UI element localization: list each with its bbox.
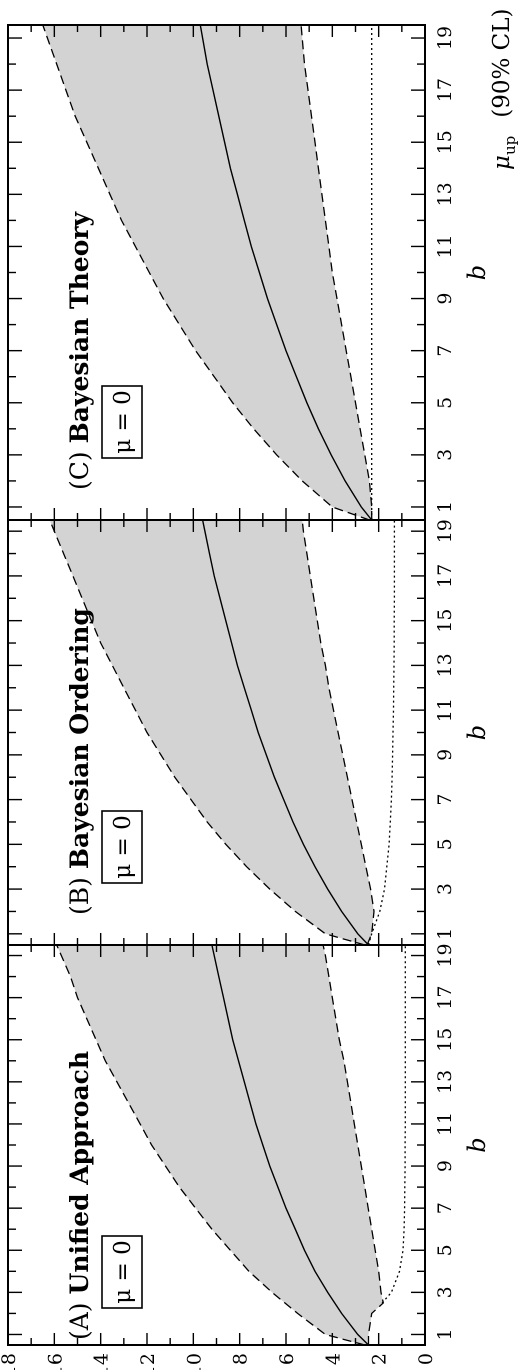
x-axis-title: b — [463, 1137, 491, 1152]
x-tick-label: 17 — [434, 564, 456, 588]
y-axis-label-text: μup(90% CL) — [489, 9, 518, 170]
x-tick-label: 1 — [434, 501, 456, 513]
x-tick-label: 13 — [434, 1070, 456, 1094]
svg-text:μ = 0: μ = 0 — [110, 1240, 136, 1303]
x-tick-label: 7 — [434, 345, 456, 357]
svg-text:μ = 0: μ = 0 — [110, 390, 136, 453]
y-tick-label: 6 — [276, 1353, 298, 1365]
x-axis-title: b — [463, 725, 491, 740]
band-upper-edge — [49, 519, 365, 946]
y-tick-label: 12 — [137, 1353, 159, 1370]
x-tick-label: 11 — [434, 698, 456, 722]
x-tick-label: 15 — [434, 130, 456, 154]
series-solid-line — [199, 24, 373, 521]
x-tick-label: 15 — [434, 609, 456, 633]
y-axis-label: μup(90% CL) — [489, 9, 518, 170]
mu-annotation-b: μ = 0 — [101, 810, 143, 884]
x-tick-label: 3 — [434, 883, 456, 895]
series-dotted-line — [367, 520, 396, 946]
x-tick-label: 15 — [434, 1028, 456, 1052]
y-tick-label: 18 — [0, 1353, 20, 1370]
band-lower-edge — [301, 519, 375, 946]
panel-title-a: (A) Unified Approach — [65, 1051, 94, 1340]
x-tick-label: 19 — [434, 519, 456, 543]
band-upper-edge — [56, 944, 365, 1346]
x-tick-label: 3 — [434, 449, 456, 461]
x-tick-label: 1 — [434, 1328, 456, 1340]
x-tick-label: 11 — [434, 234, 456, 258]
y-tick-label: 14 — [91, 1353, 113, 1370]
x-tick-label: 19 — [434, 26, 456, 50]
x-tick-label: 7 — [434, 1202, 456, 1214]
y-tick-label: 16 — [44, 1353, 66, 1370]
x-tick-label: 5 — [434, 838, 456, 850]
x-tick-label: 5 — [434, 1244, 456, 1256]
x-tick-label: 9 — [434, 293, 456, 305]
x-tick-label: 5 — [434, 397, 456, 409]
panel-title-c: (C) Bayesian Theory — [65, 210, 94, 490]
mu-annotation-c: μ = 0 — [101, 385, 143, 459]
band-fill — [42, 25, 372, 520]
x-tick-label: 13 — [434, 653, 456, 677]
x-tick-label: 3 — [434, 1286, 456, 1298]
x-tick-label: 11 — [434, 1112, 456, 1136]
y-tick-label: 2 — [369, 1353, 391, 1365]
panel-title-b: (B) Bayesian Ordering — [65, 608, 94, 915]
x-tick-label: 7 — [434, 794, 456, 806]
band-lower-edge — [300, 24, 373, 520]
y-tick-label: 8 — [230, 1353, 252, 1365]
y-tick-label: 10 — [183, 1353, 205, 1370]
x-tick-label: 17 — [434, 78, 456, 102]
band-upper-edge — [42, 24, 370, 521]
y-tick-label: 0 — [415, 1353, 437, 1365]
series-solid-line — [211, 944, 369, 1346]
series-dotted-line — [381, 945, 406, 1304]
x-tick-label: 9 — [434, 1160, 456, 1172]
series-solid-line — [201, 519, 370, 946]
x-tick-label: 9 — [434, 749, 456, 761]
band-fill — [56, 945, 384, 1345]
x-tick-label: 19 — [434, 943, 456, 967]
svg-text:μ = 0: μ = 0 — [110, 815, 136, 878]
y-tick-label: 4 — [322, 1353, 344, 1365]
mu-annotation-a: μ = 0 — [101, 1235, 143, 1309]
band-fill — [49, 520, 374, 945]
band-lower-edge — [322, 944, 385, 1345]
x-tick-label: 17 — [434, 986, 456, 1010]
x-tick-label: 1 — [434, 928, 456, 940]
x-tick-label: 13 — [434, 182, 456, 206]
x-axis-title: b — [463, 265, 491, 280]
